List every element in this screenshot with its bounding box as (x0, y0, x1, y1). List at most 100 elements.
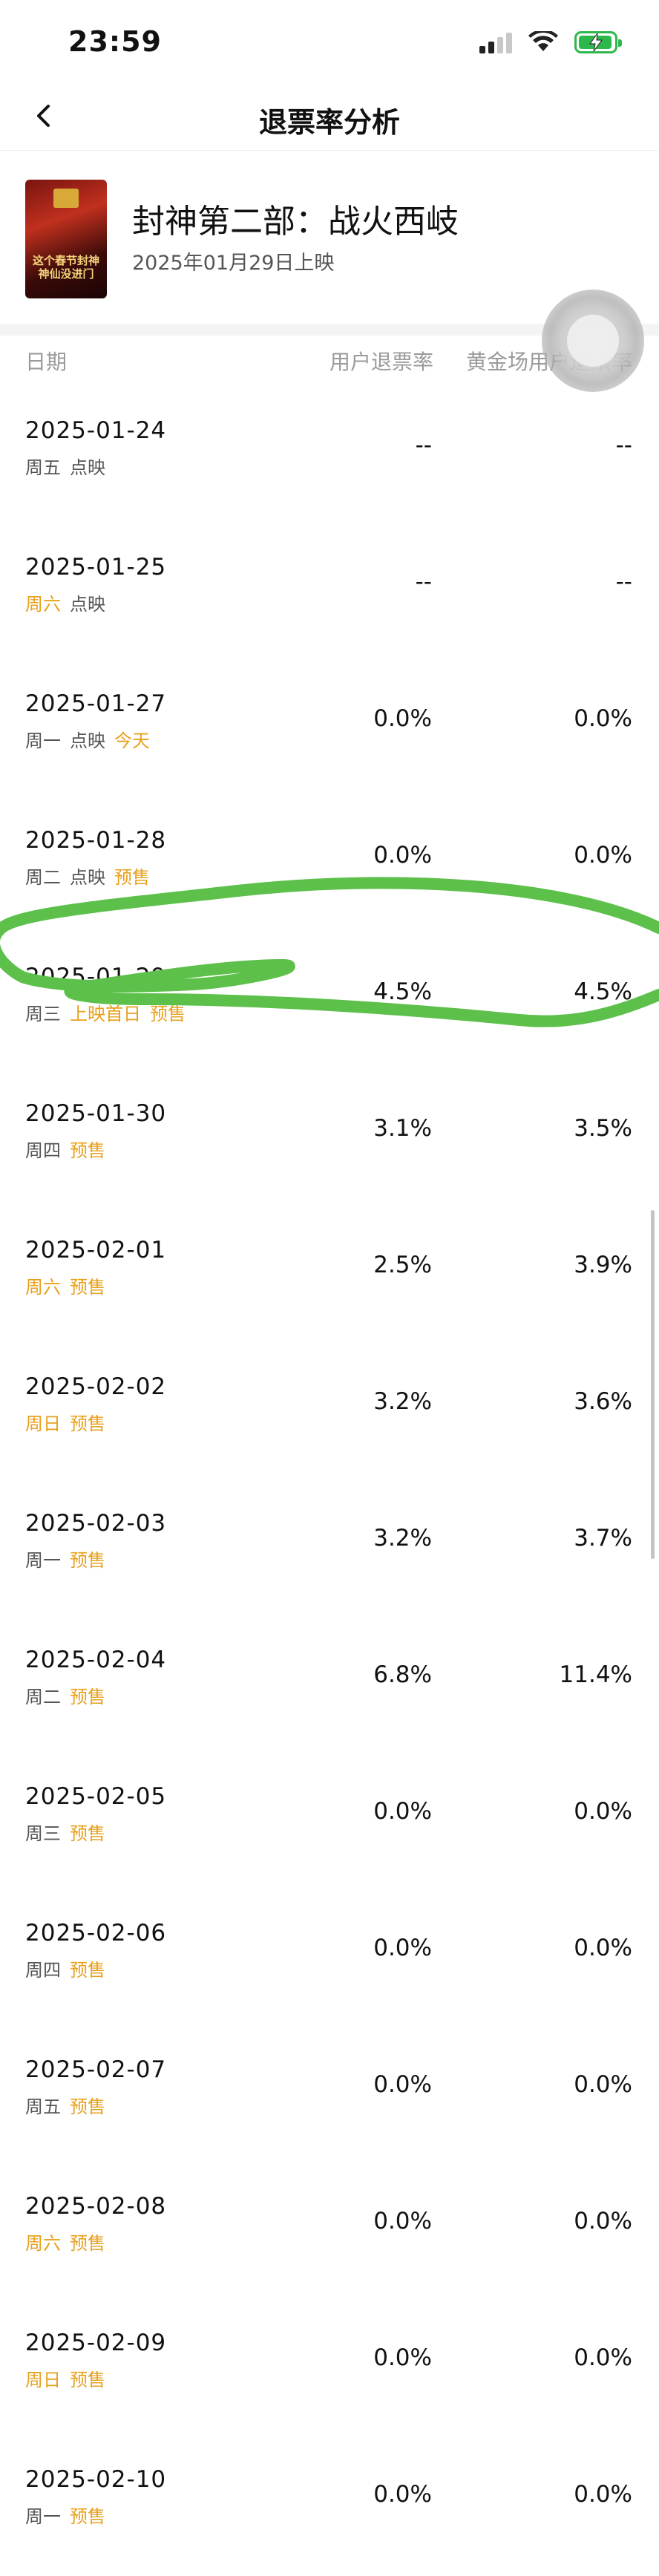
row-date: 2025-02-09 (25, 2330, 167, 2356)
nav-bar: 退票率分析 (0, 83, 659, 151)
chevron-left-icon[interactable] (28, 99, 61, 132)
gold-refund-rate: 0.0% (574, 1935, 632, 1961)
gold-refund-rate: 3.9% (574, 1252, 632, 1278)
refund-rate-list[interactable]: 2025-01-24 周五 点映 -- -- 2025-01-25 周六 点映 -- -- 2025… (0, 390, 659, 2576)
row-tag: 周二 (25, 867, 61, 888)
row-tags: 周四 预售 (25, 1955, 105, 1981)
row-tag: 周五 (25, 2096, 61, 2117)
header-date: 日期 (25, 350, 68, 374)
status-bar: 23:59 (0, 0, 659, 89)
user-refund-rate: 4.5% (373, 978, 432, 1005)
row-date: 2025-02-01 (25, 1237, 167, 1264)
row-tag: 上映首日 (70, 1004, 141, 1024)
gold-refund-rate: 0.0% (574, 2208, 632, 2235)
row-tags: 周一 点映 今天 (25, 726, 150, 752)
row-date: 2025-02-02 (25, 1373, 167, 1400)
release-date: 2025年01月29日上映 (132, 252, 335, 275)
user-refund-rate: 2.5% (373, 1252, 432, 1278)
row-date: 2025-02-08 (25, 2193, 167, 2220)
movie-title: 封神第二部：战火西岐 (132, 203, 459, 241)
gold-refund-rate: 0.0% (574, 2481, 632, 2508)
gold-refund-rate: -- (615, 432, 632, 459)
movie-poster: 这个春节封神 神仙没进门 (25, 180, 107, 298)
page-title: 退票率分析 (258, 106, 400, 139)
table-row[interactable]: 2025-01-29 周三 上映首日 预售 4.5% 4.5% (0, 937, 659, 1073)
row-date: 2025-01-29 (25, 964, 167, 990)
row-tags: 周日 预售 (25, 2365, 105, 2391)
table-row[interactable]: 2025-01-24 周五 点映 -- -- (0, 390, 659, 527)
row-tag: 今天 (114, 730, 150, 751)
table-row[interactable]: 2025-02-06 周四 预售 0.0% 0.0% (0, 1893, 659, 2030)
row-tag: 周四 (25, 1960, 61, 1981)
table-row[interactable]: 2025-02-02 周日 预售 3.2% 3.6% (0, 1347, 659, 1483)
row-tag: 点映 (70, 457, 105, 478)
user-refund-rate: 6.8% (373, 1661, 432, 1688)
row-tag: 周三 (25, 1823, 61, 1844)
row-tags: 周五 点映 (25, 453, 105, 479)
battery-charging-icon (574, 31, 622, 53)
row-date: 2025-01-24 (25, 417, 167, 444)
gold-refund-rate: 3.5% (574, 1115, 632, 1142)
gold-refund-rate: 0.0% (574, 1798, 632, 1825)
row-tag: 周三 (25, 1004, 61, 1024)
table-row[interactable]: 2025-02-08 周六 预售 0.0% 0.0% (0, 2166, 659, 2303)
row-date: 2025-02-06 (25, 1920, 167, 1946)
row-tag: 预售 (70, 1960, 105, 1981)
table-row[interactable]: 2025-01-25 周六 点映 -- -- (0, 527, 659, 664)
poster-text: 这个春节封神 神仙没进门 (32, 254, 99, 281)
row-date: 2025-02-07 (25, 2056, 167, 2083)
table-row[interactable]: 2025-01-27 周一 点映 今天 0.0% 0.0% (0, 664, 659, 800)
row-tag: 预售 (70, 1413, 105, 1434)
table-row[interactable]: 2025-02-01 周六 预售 2.5% 3.9% (0, 1210, 659, 1347)
table-row[interactable]: 2025-02-04 周二 预售 6.8% 11.4% (0, 1620, 659, 1756)
header-user-rate: 用户退票率 (329, 350, 433, 374)
table-row[interactable]: 2025-02-09 周日 预售 0.0% 0.0% (0, 2303, 659, 2439)
row-date: 2025-02-04 (25, 1647, 167, 1673)
row-date: 2025-02-03 (25, 1510, 167, 1537)
gold-refund-rate: -- (615, 569, 632, 595)
user-refund-rate: 0.0% (373, 2344, 432, 2371)
row-tag: 预售 (150, 1004, 186, 1024)
row-tag: 预售 (70, 1687, 105, 1707)
table-row[interactable]: 2025-02-05 周三 预售 0.0% 0.0% (0, 1756, 659, 1893)
wifi-icon (528, 31, 558, 51)
row-tag: 预售 (70, 1550, 105, 1571)
row-tags: 周一 预售 (25, 1546, 105, 1572)
user-refund-rate: -- (415, 569, 432, 595)
row-tag: 周二 (25, 1687, 61, 1707)
table-row[interactable]: 2025-02-10 周一 预售 0.0% 0.0% (0, 2439, 659, 2576)
row-tag: 周日 (25, 1413, 61, 1434)
table-row[interactable]: 2025-02-03 周一 预售 3.2% 3.7% (0, 1483, 659, 1620)
table-row[interactable]: 2025-01-28 周二 点映 预售 0.0% 0.0% (0, 800, 659, 937)
user-refund-rate: 3.2% (373, 1388, 432, 1415)
scrollbar[interactable] (651, 1210, 655, 1559)
user-refund-rate: 0.0% (373, 842, 432, 869)
row-tag: 预售 (70, 2370, 105, 2390)
row-tags: 周六 预售 (25, 1272, 105, 1298)
user-refund-rate: 0.0% (373, 1798, 432, 1825)
user-refund-rate: -- (415, 432, 432, 459)
row-tag: 周六 (25, 594, 61, 615)
table-row[interactable]: 2025-02-07 周五 预售 0.0% 0.0% (0, 2030, 659, 2166)
row-tag: 预售 (70, 2233, 105, 2254)
row-tags: 周三 上映首日 预售 (25, 999, 186, 1025)
row-date: 2025-01-28 (25, 827, 167, 854)
row-date: 2025-02-10 (25, 2466, 167, 2493)
user-refund-rate: 0.0% (373, 705, 432, 732)
user-refund-rate: 3.1% (373, 1115, 432, 1142)
table-row[interactable]: 2025-01-30 周四 预售 3.1% 3.5% (0, 1073, 659, 1210)
cellular-signal-icon (479, 31, 512, 53)
row-date: 2025-01-30 (25, 1100, 167, 1127)
row-tag: 周一 (25, 1550, 61, 1571)
row-tag: 预售 (70, 1140, 105, 1161)
row-tag: 周六 (25, 2233, 61, 2254)
row-tags: 周五 预售 (25, 2092, 105, 2118)
gold-refund-rate: 0.0% (574, 2071, 632, 2098)
row-tag: 周一 (25, 730, 61, 751)
user-refund-rate: 0.0% (373, 2071, 432, 2098)
assistive-touch-button[interactable] (542, 290, 644, 392)
row-tags: 周六 点映 (25, 589, 105, 615)
row-tags: 周一 预售 (25, 2502, 105, 2528)
row-date: 2025-01-25 (25, 554, 167, 581)
row-tags: 周二 点映 预售 (25, 863, 150, 889)
